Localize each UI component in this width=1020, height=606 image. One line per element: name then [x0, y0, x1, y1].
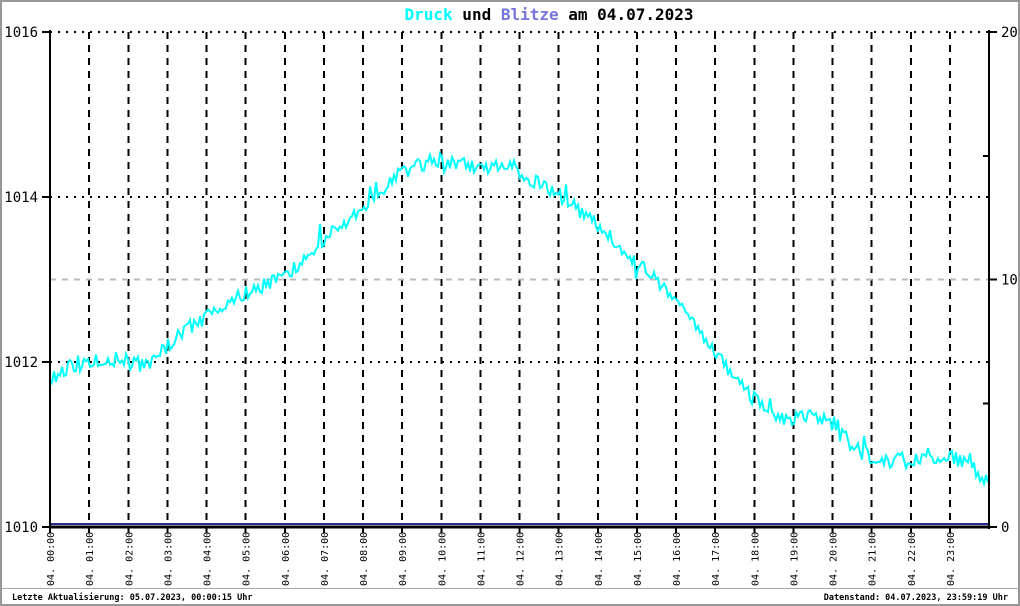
title-date-text: am 04.07.2023 [558, 5, 694, 24]
svg-text:04. 04:00: 04. 04:00 [203, 532, 214, 586]
svg-text:04. 02:00: 04. 02:00 [124, 532, 135, 586]
x-axis-time-labels: 04. 00:00 04. 01:00 04. 02:00 04. 03:00 04. … [46, 532, 957, 586]
svg-text:04. 20:00: 04. 20:00 [829, 532, 840, 586]
svg-text:04. 13:00: 04. 13:00 [555, 532, 566, 586]
svg-text:04. 11:00: 04. 11:00 [476, 532, 487, 586]
svg-text:10: 10 [1001, 273, 1018, 289]
svg-text:04. 21:00: 04. 21:00 [868, 532, 879, 586]
svg-text:04. 08:00: 04. 08:00 [359, 532, 370, 586]
svg-text:04. 07:00: 04. 07:00 [320, 532, 331, 586]
svg-text:04. 17:00: 04. 17:00 [711, 532, 722, 586]
data-state-text: Datenstand: 04.07.2023, 23:59:19 Uhr [823, 593, 1008, 603]
svg-text:04. 23:00: 04. 23:00 [946, 532, 957, 586]
right-axis-labels: 0 10 20 [1001, 25, 1018, 536]
left-axis-labels: 1010 1012 1014 1016 [4, 25, 38, 536]
title-und-text: und [452, 5, 501, 24]
last-update-text: Letzte Aktualisierung: 05.07.2023, 00:00… [12, 593, 253, 603]
svg-text:04. 19:00: 04. 19:00 [789, 532, 800, 586]
svg-text:20: 20 [1001, 25, 1018, 41]
svg-text:04. 09:00: 04. 09:00 [398, 532, 409, 586]
svg-text:04. 00:00: 04. 00:00 [46, 532, 57, 586]
svg-text:04. 22:00: 04. 22:00 [907, 532, 918, 586]
druck-pressure-series [49, 150, 989, 488]
svg-text:04. 03:00: 04. 03:00 [163, 532, 174, 586]
svg-text:04. 18:00: 04. 18:00 [750, 532, 761, 586]
pressure-gridlines [50, 31, 989, 363]
svg-text:04. 14:00: 04. 14:00 [594, 532, 605, 586]
axes [42, 30, 997, 533]
svg-text:1010: 1010 [4, 520, 38, 536]
svg-text:04. 12:00: 04. 12:00 [516, 532, 527, 586]
title-blitze-label: Blitze [500, 5, 559, 24]
svg-text:1012: 1012 [4, 355, 38, 371]
svg-text:04. 10:00: 04. 10:00 [437, 532, 448, 586]
svg-text:0: 0 [1001, 520, 1009, 536]
svg-text:1016: 1016 [4, 25, 38, 41]
svg-text:04. 01:00: 04. 01:00 [85, 532, 96, 586]
svg-text:04. 16:00: 04. 16:00 [672, 532, 683, 586]
svg-text:04. 15:00: 04. 15:00 [633, 532, 644, 586]
svg-text:04. 06:00: 04. 06:00 [281, 532, 292, 586]
svg-text:04. 05:00: 04. 05:00 [242, 532, 253, 586]
chart-title: Druck und Blitze am 04.07.2023 [405, 5, 694, 24]
svg-text:1014: 1014 [4, 190, 38, 206]
footer-bar: Letzte Aktualisierung: 05.07.2023, 00:00… [2, 588, 1018, 604]
title-druck-label: Druck [404, 5, 453, 24]
